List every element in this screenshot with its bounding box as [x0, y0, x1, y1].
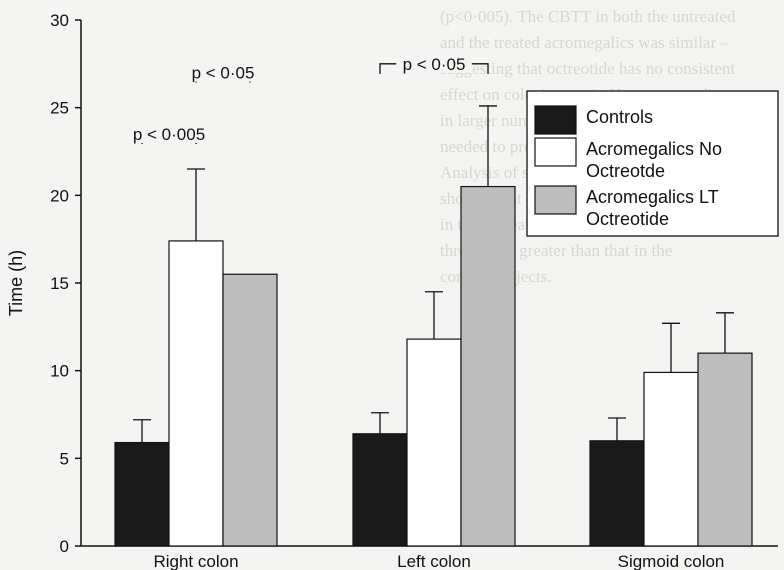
y-tick-label: 5	[60, 449, 69, 468]
bar	[168, 240, 224, 547]
y-tick-label: 25	[50, 99, 69, 118]
y-tick-label: 30	[50, 11, 69, 30]
y-tick-label: 20	[50, 186, 69, 205]
significance-label-bg	[396, 52, 472, 73]
bar	[589, 440, 645, 547]
significance-label-bg	[185, 61, 261, 82]
significance-label-bg	[127, 122, 211, 143]
x-category-label: Sigmoid colon	[618, 552, 725, 570]
significance-label: p < 0·005	[133, 125, 205, 144]
y-axis-label: Time (h)	[6, 250, 26, 316]
bar	[406, 338, 462, 547]
legend-swatch	[534, 185, 577, 215]
significance-label: p < 0·05	[192, 64, 255, 83]
x-category-label: Left colon	[397, 552, 471, 570]
significance-label: p < 0·05	[403, 55, 466, 74]
x-category-label: Right colon	[153, 552, 238, 570]
bar	[114, 441, 170, 547]
legend-label: Controls	[586, 107, 653, 127]
bar	[352, 433, 408, 547]
bar	[643, 371, 699, 547]
bar	[460, 185, 516, 547]
legend-swatch	[534, 137, 577, 167]
y-tick-label: 0	[60, 537, 69, 556]
bar	[222, 273, 278, 547]
legend-label: Acromegalics No	[586, 139, 722, 159]
bar	[697, 352, 753, 547]
y-tick-label: 10	[50, 362, 69, 381]
legend-label: Acromegalics LT	[586, 187, 719, 207]
legend-swatch	[534, 105, 577, 135]
legend-label: Octreotde	[586, 161, 665, 181]
legend-label: Octreotide	[586, 209, 669, 229]
y-tick-label: 15	[50, 274, 69, 293]
